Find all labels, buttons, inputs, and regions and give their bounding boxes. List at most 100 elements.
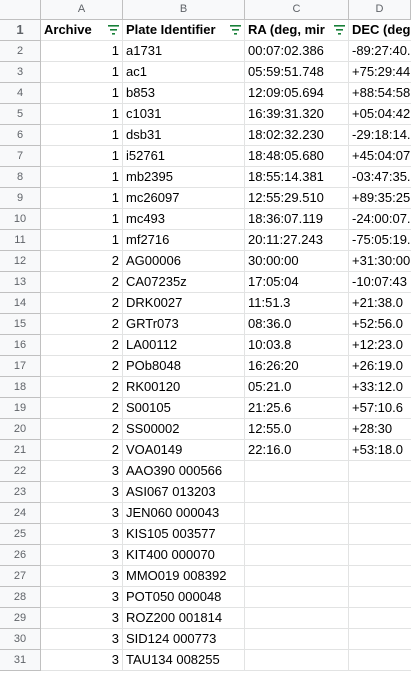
cell-ra[interactable] [245, 545, 349, 566]
cell-archive[interactable]: 3 [41, 461, 123, 482]
cell-dec[interactable] [349, 524, 411, 545]
cell-plate-identifier[interactable]: KIT400 000070 [123, 545, 245, 566]
cell-archive[interactable]: 3 [41, 503, 123, 524]
cell-dec[interactable] [349, 608, 411, 629]
cell-archive[interactable]: 1 [41, 146, 123, 167]
row-number[interactable]: 8 [0, 167, 41, 188]
cell-dec[interactable] [349, 503, 411, 524]
cell-archive[interactable]: 1 [41, 41, 123, 62]
cell-dec[interactable] [349, 545, 411, 566]
row-number[interactable]: 20 [0, 419, 41, 440]
cell-dec[interactable]: +21:38.0 [349, 293, 411, 314]
cell-dec[interactable] [349, 461, 411, 482]
cell-plate-identifier[interactable]: AAO390 000566 [123, 461, 245, 482]
cell-plate-identifier[interactable]: POT050 000048 [123, 587, 245, 608]
row-number[interactable]: 26 [0, 545, 41, 566]
cell-plate-identifier[interactable]: POb8048 [123, 356, 245, 377]
cell-plate-identifier[interactable]: AG00006 [123, 251, 245, 272]
cell-archive[interactable]: 1 [41, 104, 123, 125]
cell-ra[interactable]: 16:26:20 [245, 356, 349, 377]
cell-archive[interactable]: 3 [41, 587, 123, 608]
cell-ra[interactable] [245, 629, 349, 650]
cell-archive[interactable]: 2 [41, 293, 123, 314]
cell-plate-identifier[interactable]: MMO019 008392 [123, 566, 245, 587]
cell-archive[interactable]: 2 [41, 335, 123, 356]
cell-archive[interactable]: 1 [41, 62, 123, 83]
cell-ra[interactable]: 18:48:05.680 [245, 146, 349, 167]
row-number[interactable]: 22 [0, 461, 41, 482]
column-header-d[interactable]: D [349, 0, 411, 20]
cell-ra[interactable]: 11:51.3 [245, 293, 349, 314]
cell-ra[interactable]: 12:55:29.510 [245, 188, 349, 209]
cell-ra[interactable] [245, 482, 349, 503]
cell-dec[interactable]: +05:04:42 [349, 104, 411, 125]
cell-plate-identifier[interactable]: VOA0149 [123, 440, 245, 461]
cell-archive[interactable]: 1 [41, 125, 123, 146]
row-number[interactable]: 30 [0, 629, 41, 650]
row-number[interactable]: 4 [0, 83, 41, 104]
header-cell-archive[interactable]: Archive [41, 20, 123, 41]
cell-dec[interactable] [349, 650, 411, 671]
cell-plate-identifier[interactable]: a1731 [123, 41, 245, 62]
cell-ra[interactable]: 22:16.0 [245, 440, 349, 461]
row-number[interactable]: 6 [0, 125, 41, 146]
cell-dec[interactable]: +26:19.0 [349, 356, 411, 377]
cell-archive[interactable]: 2 [41, 440, 123, 461]
cell-dec[interactable]: +28:30 [349, 419, 411, 440]
cell-dec[interactable]: +45:04:07 [349, 146, 411, 167]
cell-archive[interactable]: 2 [41, 398, 123, 419]
row-number[interactable]: 2 [0, 41, 41, 62]
cell-dec[interactable]: +52:56.0 [349, 314, 411, 335]
cell-plate-identifier[interactable]: mc493 [123, 209, 245, 230]
filter-icon[interactable] [230, 25, 241, 35]
row-number[interactable]: 7 [0, 146, 41, 167]
row-number[interactable]: 23 [0, 482, 41, 503]
row-number[interactable]: 27 [0, 566, 41, 587]
cell-ra[interactable]: 17:05:04 [245, 272, 349, 293]
cell-archive[interactable]: 2 [41, 314, 123, 335]
cell-plate-identifier[interactable]: CA07235z [123, 272, 245, 293]
cell-archive[interactable]: 3 [41, 650, 123, 671]
cell-ra[interactable]: 16:39:31.320 [245, 104, 349, 125]
cell-plate-identifier[interactable]: GRTr073 [123, 314, 245, 335]
row-number[interactable]: 31 [0, 650, 41, 671]
cell-dec[interactable]: +53:18.0 [349, 440, 411, 461]
cell-ra[interactable]: 05:21.0 [245, 377, 349, 398]
cell-dec[interactable]: +12:23.0 [349, 335, 411, 356]
cell-dec[interactable]: +33:12.0 [349, 377, 411, 398]
cell-plate-identifier[interactable]: TAU134 008255 [123, 650, 245, 671]
cell-archive[interactable]: 1 [41, 83, 123, 104]
cell-dec[interactable]: +89:35:25 [349, 188, 411, 209]
row-number[interactable]: 16 [0, 335, 41, 356]
row-number[interactable]: 29 [0, 608, 41, 629]
cell-ra[interactable] [245, 461, 349, 482]
header-cell-ra[interactable]: RA (deg, mir [245, 20, 349, 41]
row-number[interactable]: 14 [0, 293, 41, 314]
cell-archive[interactable]: 1 [41, 209, 123, 230]
row-number[interactable]: 21 [0, 440, 41, 461]
cell-plate-identifier[interactable]: JEN060 000043 [123, 503, 245, 524]
cell-archive[interactable]: 2 [41, 356, 123, 377]
cell-archive[interactable]: 1 [41, 167, 123, 188]
cell-ra[interactable]: 05:59:51.748 [245, 62, 349, 83]
row-number[interactable]: 3 [0, 62, 41, 83]
cell-ra[interactable] [245, 566, 349, 587]
cell-plate-identifier[interactable]: DRK0027 [123, 293, 245, 314]
column-header-c[interactable]: C [245, 0, 349, 20]
row-number[interactable]: 11 [0, 230, 41, 251]
cell-dec[interactable]: +31:30:00 [349, 251, 411, 272]
select-all-corner[interactable] [0, 0, 41, 20]
cell-dec[interactable] [349, 629, 411, 650]
cell-dec[interactable] [349, 587, 411, 608]
filter-icon[interactable] [334, 25, 345, 35]
cell-dec[interactable]: -89:27:40. [349, 41, 411, 62]
cell-dec[interactable]: +88:54:58 [349, 83, 411, 104]
cell-ra[interactable]: 00:07:02.386 [245, 41, 349, 62]
cell-plate-identifier[interactable]: RK00120 [123, 377, 245, 398]
row-number[interactable]: 25 [0, 524, 41, 545]
column-header-b[interactable]: B [123, 0, 245, 20]
cell-plate-identifier[interactable]: ROZ200 001814 [123, 608, 245, 629]
cell-plate-identifier[interactable]: b853 [123, 83, 245, 104]
row-number[interactable]: 24 [0, 503, 41, 524]
cell-dec[interactable]: -10:07:43 [349, 272, 411, 293]
